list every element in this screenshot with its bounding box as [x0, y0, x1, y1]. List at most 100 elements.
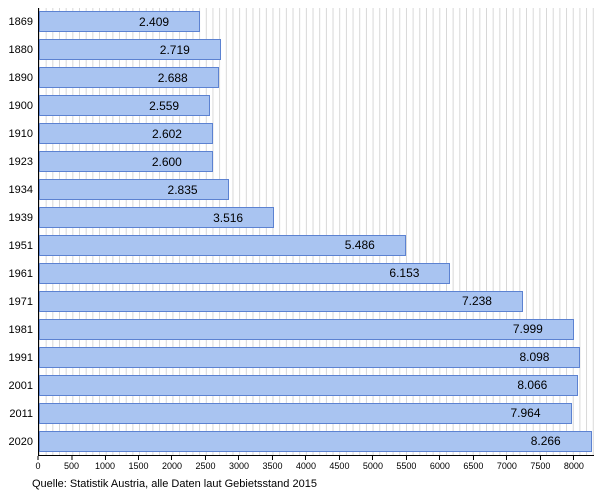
population-bar: 2.559: [39, 95, 211, 117]
bar-row: 2.559: [39, 92, 594, 120]
population-bar: 6.153: [39, 262, 451, 284]
x-axis-tick: 6000: [430, 456, 450, 471]
bar-row: 7.999: [39, 315, 594, 343]
tick-label: 5000: [362, 461, 383, 471]
y-axis-label: 2001: [8, 380, 33, 392]
x-axis-tick: 1000: [95, 456, 115, 471]
bar-value-label: 8.066: [517, 378, 548, 393]
y-axis-label: 1910: [8, 128, 33, 140]
tick-label: 6500: [463, 461, 484, 471]
x-axis-tick: 5500: [396, 456, 416, 471]
tick-mark: [305, 456, 307, 460]
tick-mark: [372, 456, 374, 460]
y-axis-labels: 1869 1880 1890 1900 1910 1923 1934 1939 1951 1961…: [2, 8, 38, 456]
y-axis-label: 1981: [8, 324, 33, 336]
tick-label: 1500: [128, 461, 149, 471]
population-bar: 7.964: [39, 402, 572, 424]
population-bar: 2.719: [39, 39, 221, 61]
tick-label: 7000: [496, 461, 517, 471]
x-axis-tick: 2000: [162, 456, 182, 471]
tick-label: 0: [35, 461, 41, 471]
bar-value-label: 7.999: [512, 322, 543, 337]
bar-row: 2.600: [39, 148, 594, 176]
tick-label: 5500: [396, 461, 417, 471]
tick-label: 1000: [94, 461, 115, 471]
bar-value-label: 2.688: [157, 70, 188, 85]
bar-row: 3.516: [39, 204, 594, 232]
x-axis-tick: 6500: [463, 456, 483, 471]
bar-value-label: 2.600: [151, 154, 182, 169]
y-axis-label: 1869: [8, 16, 33, 28]
bar-row: 8.266: [39, 427, 594, 455]
tick-mark: [238, 456, 240, 460]
tick-label: 4000: [295, 461, 316, 471]
bar-row: 5.486: [39, 232, 594, 260]
bar-value-label: 3.516: [213, 210, 244, 225]
tick-mark: [104, 456, 106, 460]
x-axis-tick: 7000: [497, 456, 517, 471]
population-bar: 7.238: [39, 290, 523, 312]
x-axis-tick: 4500: [329, 456, 349, 471]
x-axis-tick: 3500: [262, 456, 282, 471]
bar-value-label: 8.098: [519, 350, 550, 365]
bar-row: 2.688: [39, 64, 594, 92]
tick-label: 6000: [429, 461, 450, 471]
x-axis-tick: 2500: [195, 456, 215, 471]
x-axis-tick: 8000: [564, 456, 584, 471]
tick-label: 3500: [262, 461, 283, 471]
population-bar: 2.409: [39, 11, 201, 33]
tick-mark: [171, 456, 173, 460]
bar-row: 6.153: [39, 259, 594, 287]
tick-mark: [271, 456, 273, 460]
population-bar: 2.602: [39, 123, 213, 145]
x-axis-tick: 7500: [530, 456, 550, 471]
y-axis-label: 1900: [8, 100, 33, 112]
x-axis-tick: 4000: [296, 456, 316, 471]
tick-mark: [37, 456, 39, 460]
bar-row: 2.409: [39, 8, 594, 36]
y-axis-label: 2020: [8, 436, 33, 448]
plot-area: 2.409 2.719 2.688 2.559 2.602 2.600 2.835 3.516…: [38, 8, 594, 456]
x-axis-tick: 1500: [128, 456, 148, 471]
population-bar: 3.516: [39, 207, 275, 229]
tick-mark: [405, 456, 407, 460]
y-axis-label: 1880: [8, 44, 33, 56]
tick-label: 3000: [228, 461, 249, 471]
population-bar: 5.486: [39, 234, 406, 256]
tick-mark: [70, 456, 72, 460]
bar-rows: 2.409 2.719 2.688 2.559 2.602 2.600 2.835 3.516…: [39, 8, 594, 455]
tick-mark: [573, 456, 575, 460]
bar-row: 8.066: [39, 371, 594, 399]
tick-label: 2500: [195, 461, 216, 471]
y-axis-label: 2011: [9, 408, 33, 420]
tick-mark: [338, 456, 340, 460]
tick-mark: [137, 456, 139, 460]
tick-mark: [439, 456, 441, 460]
plot-wrap: 1869 1880 1890 1900 1910 1923 1934 1939 1951 1961…: [2, 8, 594, 456]
population-bar: 2.835: [39, 179, 229, 201]
population-bar: 7.999: [39, 318, 574, 340]
y-axis-label: 1934: [8, 184, 33, 196]
tick-mark: [506, 456, 508, 460]
bar-value-label: 8.266: [530, 434, 561, 449]
y-axis-label: 1923: [8, 156, 33, 168]
tick-mark: [472, 456, 474, 460]
tick-mark: [539, 456, 541, 460]
bar-row: 2.835: [39, 176, 594, 204]
bar-value-label: 2.719: [159, 42, 190, 57]
y-axis-label: 1951: [8, 240, 33, 252]
bar-value-label: 7.238: [461, 294, 492, 309]
source-caption: Quelle: Statistik Austria, alle Daten la…: [32, 478, 317, 490]
bar-value-label: 5.486: [344, 238, 375, 253]
x-axis-tick: 0: [35, 456, 41, 471]
bar-value-label: 2.602: [151, 126, 182, 141]
x-axis-tick: 3000: [229, 456, 249, 471]
y-axis-label: 1971: [8, 296, 33, 308]
x-axis-tick: 5000: [363, 456, 383, 471]
bar-row: 7.964: [39, 399, 594, 427]
bar-row: 2.719: [39, 36, 594, 64]
tick-label: 2000: [161, 461, 182, 471]
bar-value-label: 2.409: [139, 14, 170, 29]
x-axis-tick: 500: [64, 456, 79, 471]
